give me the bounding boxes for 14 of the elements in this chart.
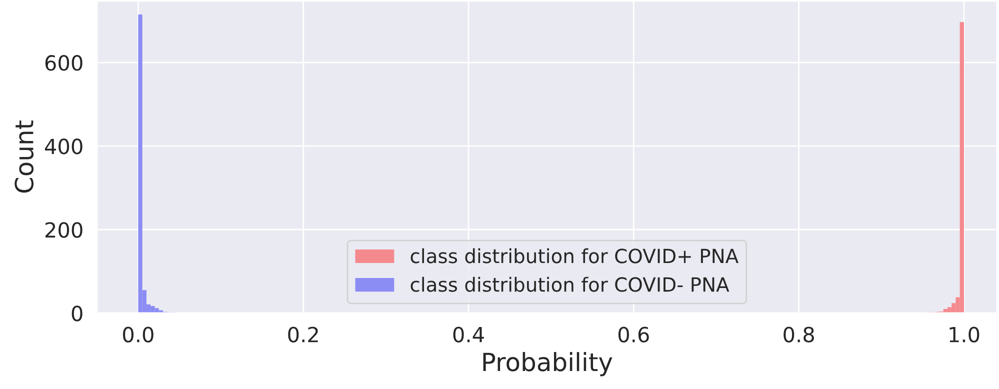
legend-label: class distribution for COVID- PNA — [410, 276, 730, 292]
legend-label: class distribution for COVID+ PNA — [410, 248, 738, 264]
y-axis-title: Count — [14, 120, 34, 193]
x-tick-label: 0.4 — [453, 326, 484, 342]
y-tick-label: 0 — [72, 306, 82, 322]
x-tick-label: 1.0 — [950, 326, 980, 342]
y-tick-label: 400 — [44, 138, 82, 154]
x-tick-label: 0.8 — [784, 326, 814, 342]
x-tick-label: 0.6 — [618, 326, 649, 342]
x-axis-title: Probability — [483, 352, 612, 376]
y-tick-label: 600 — [45, 55, 82, 71]
y-tick-label: 200 — [45, 222, 82, 238]
x-tick-label: 0.2 — [288, 326, 318, 342]
x-tick-label: 0.0 — [123, 326, 154, 342]
